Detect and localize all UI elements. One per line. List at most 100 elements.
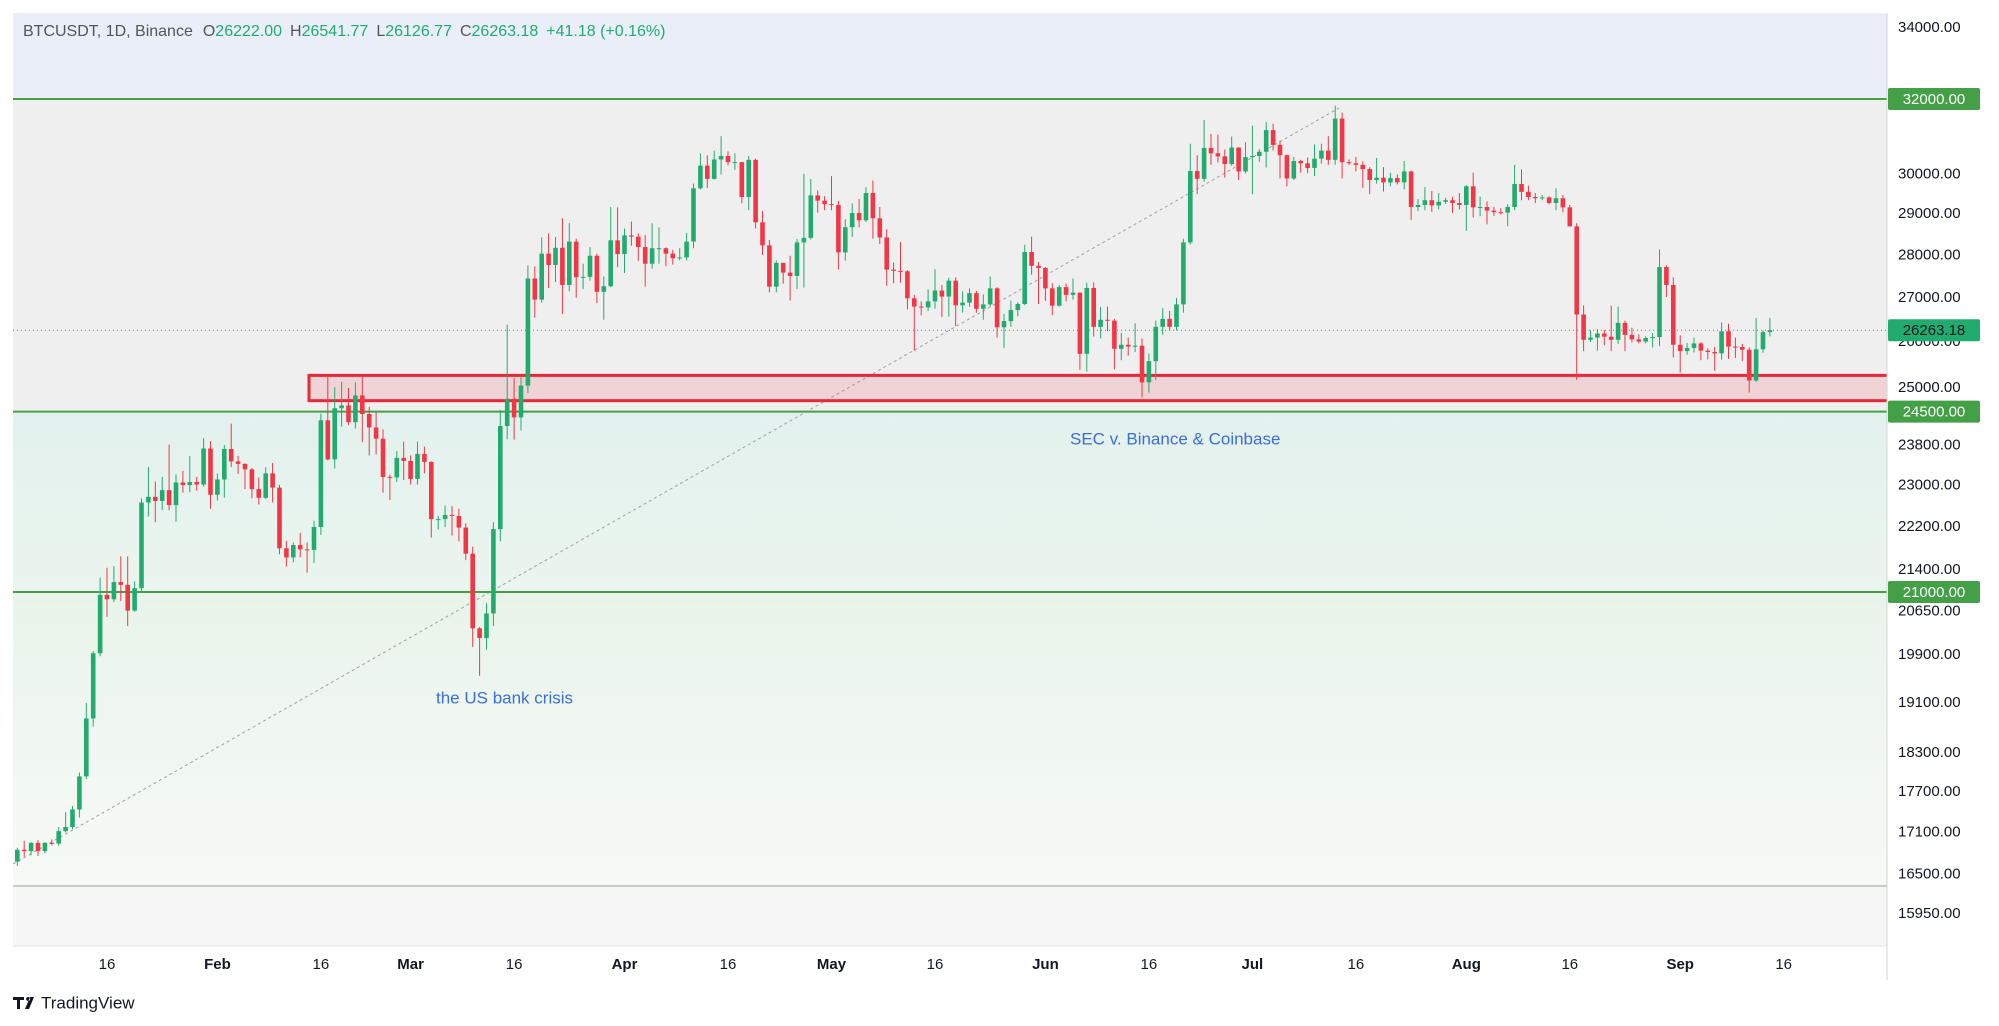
candle-body: [1332, 118, 1338, 160]
candle-body: [918, 306, 924, 308]
candle-body: [118, 582, 124, 585]
candle-body: [1457, 202, 1462, 205]
x-tick-label: Jun: [1032, 956, 1059, 973]
candle-body: [546, 253, 551, 265]
candle-body: [1181, 242, 1186, 305]
candle-body: [422, 453, 427, 462]
candle-body: [1367, 169, 1372, 181]
candle-body: [353, 395, 358, 423]
candle-body: [1388, 178, 1393, 183]
candle-body: [912, 298, 917, 307]
candle-body: [1070, 292, 1076, 295]
candle-body: [194, 482, 199, 485]
candle-body: [981, 304, 986, 309]
candle-body: [1408, 171, 1414, 207]
candle-body: [953, 280, 958, 306]
candle-body: [829, 204, 834, 206]
y-tick-label: 23800.00: [1898, 437, 1961, 454]
y-tick-label: 21400.00: [1898, 561, 1961, 578]
candle-body: [974, 293, 979, 309]
candle-body: [1139, 345, 1145, 383]
candle-body: [891, 269, 896, 271]
candle-body: [215, 479, 220, 495]
candle-body: [746, 159, 751, 198]
change: +41.18 (+0.16%): [546, 23, 665, 40]
candle-body: [1574, 226, 1579, 315]
y-tick-label: 19100.00: [1898, 694, 1961, 711]
x-tick-label: Feb: [204, 956, 231, 973]
candle-body: [1284, 155, 1290, 179]
candle-body: [339, 405, 344, 409]
y-tick-label: 23000.00: [1898, 477, 1961, 494]
candle-body: [567, 241, 572, 285]
x-tick-label: Aug: [1452, 956, 1481, 973]
candle-body: [456, 515, 462, 528]
candle-body: [1036, 265, 1041, 268]
candle-body: [63, 827, 68, 832]
candle-body: [180, 482, 186, 486]
candle-body: [553, 247, 558, 265]
ohlc-value: 26263.18: [472, 23, 539, 40]
candle-body: [297, 545, 303, 550]
candle-body: [1395, 178, 1400, 183]
ohlc-value: 26541.77: [302, 23, 369, 40]
candle-body: [1539, 197, 1545, 199]
candle-body: [1084, 287, 1090, 354]
candle-body: [1098, 319, 1103, 327]
candle-body: [104, 594, 110, 600]
candle-body: [1560, 198, 1566, 208]
candle-body: [1277, 144, 1283, 156]
logo-icon: [13, 997, 34, 1009]
candle-body: [1546, 197, 1552, 203]
candle-body: [1381, 177, 1386, 183]
x-tick-label: 16: [313, 956, 330, 973]
candle-body: [1339, 118, 1345, 163]
y-tick-label: 19900.00: [1898, 646, 1961, 663]
candle-body: [435, 519, 441, 521]
candle-body: [705, 165, 710, 179]
candle-body: [836, 204, 841, 253]
candle-body: [684, 241, 689, 258]
candle-body: [1657, 267, 1662, 338]
candle-body: [1001, 321, 1007, 328]
candle-body: [1698, 343, 1704, 351]
candle-body: [994, 288, 1000, 328]
candle-body: [1650, 337, 1655, 339]
ohlc-value: 26222.00: [215, 23, 282, 40]
candle-body: [470, 553, 475, 629]
candle-body: [387, 476, 393, 478]
candle-body: [1160, 318, 1165, 327]
candle-body: [263, 473, 268, 498]
candle-body: [1063, 287, 1069, 295]
band-bottom: [13, 886, 1887, 946]
candle-body: [1112, 320, 1117, 349]
candle-body: [56, 831, 61, 844]
candle-body: [560, 247, 565, 285]
candle-body: [863, 193, 869, 221]
candle-body: [1043, 267, 1048, 289]
candle-body: [1581, 314, 1586, 340]
candle-body: [256, 489, 262, 498]
candle-body: [1353, 163, 1359, 165]
candle-body: [1008, 310, 1014, 322]
y-tick-label: 25000.00: [1898, 379, 1961, 396]
candle-body: [1167, 318, 1172, 327]
candle-body: [1691, 343, 1697, 348]
candle-body: [1712, 352, 1717, 354]
candle-body: [187, 482, 193, 486]
ohlc-value: 26126.77: [385, 23, 452, 40]
candle-body: [967, 293, 972, 303]
candle-body: [767, 245, 772, 287]
candle-body: [235, 461, 241, 464]
y-tick-label: 17100.00: [1898, 823, 1961, 840]
candle-body: [663, 248, 669, 254]
candle-body: [1422, 200, 1428, 205]
candle-body: [49, 842, 55, 844]
candle-body: [1243, 157, 1248, 172]
candle-body: [1464, 186, 1469, 205]
candle-body: [656, 248, 662, 250]
candle-body: [1250, 155, 1255, 158]
candle-body: [1208, 147, 1214, 154]
candle-body: [1056, 287, 1062, 306]
candle-body: [277, 487, 282, 549]
